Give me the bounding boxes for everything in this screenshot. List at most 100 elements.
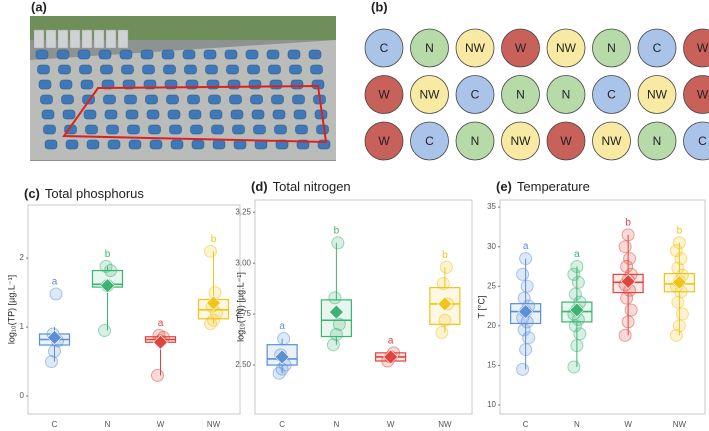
plot-circle: [455, 75, 495, 114]
plot-circle: [683, 75, 709, 114]
mean: [437, 296, 453, 312]
x-tick-label: W: [387, 420, 395, 429]
tank: [191, 139, 205, 150]
tank: [245, 49, 259, 60]
tank: [40, 94, 53, 105]
plot-label: NW: [511, 134, 532, 148]
plot-label: NW: [465, 41, 486, 55]
point: [567, 360, 581, 374]
point: [436, 277, 450, 291]
plot-circle: [683, 121, 709, 161]
point: [672, 236, 686, 250]
plot-frame: [27, 204, 241, 415]
point: [620, 291, 634, 305]
panel-label: (d): [251, 179, 268, 194]
tank: [248, 79, 262, 90]
plot-circle: [501, 28, 540, 68]
plot-circle: [410, 75, 449, 114]
mean: [518, 304, 534, 320]
tank: [79, 64, 92, 75]
point: [435, 325, 449, 339]
plot-label: C: [471, 88, 480, 102]
tank: [230, 109, 244, 120]
point: [618, 328, 632, 342]
y-tick-label: 3.00: [235, 258, 251, 267]
group-letter: a: [523, 241, 529, 252]
tank: [274, 124, 287, 135]
plot-label: C: [425, 134, 434, 148]
tank: [107, 139, 121, 150]
group-letter: b: [334, 225, 340, 236]
tank: [208, 94, 221, 105]
x-tick-label: N: [333, 420, 339, 429]
plot-label: N: [516, 88, 525, 102]
y-axis-label: log₁₀(TN) [µg.L⁻¹]: [235, 272, 245, 342]
point: [207, 313, 220, 327]
y-tick-label: 2: [20, 253, 25, 262]
tank: [205, 64, 218, 75]
tank: [35, 49, 49, 60]
point: [675, 307, 689, 321]
tank: [233, 139, 247, 150]
plot-circle: [546, 28, 586, 68]
panel-label: (b): [371, 0, 388, 14]
point: [329, 328, 343, 342]
point: [99, 259, 113, 273]
plot-circle: [364, 121, 404, 161]
title-text: Temperature: [517, 179, 590, 194]
tank: [106, 124, 119, 135]
tank: [37, 64, 50, 75]
tank: [65, 139, 79, 150]
tank: [190, 124, 203, 135]
mean: [153, 334, 168, 350]
x-tick-label: C: [523, 420, 529, 429]
point: [570, 259, 584, 273]
tank: [268, 64, 281, 75]
x-tick-label: NW: [207, 420, 221, 429]
point: [624, 303, 638, 317]
mean: [383, 349, 399, 365]
panel-label: (a): [31, 0, 47, 14]
tank: [43, 124, 56, 135]
plot-label: N: [562, 88, 571, 102]
group-letter: b: [625, 217, 631, 228]
x-tick-label: N: [574, 420, 580, 429]
point: [516, 362, 530, 376]
plot-circle: [637, 121, 677, 161]
tank: [166, 94, 179, 105]
panel-label: (c): [24, 186, 40, 201]
title-text: Total nitrogen: [273, 179, 351, 194]
mean: [328, 304, 344, 320]
plot-frame: [499, 199, 706, 415]
panel-title: (d) Total nitrogen: [251, 179, 351, 194]
tank: [124, 94, 137, 105]
plot-label: N: [471, 134, 480, 148]
tank: [269, 79, 283, 90]
tank: [101, 79, 115, 90]
plot-circle: [364, 28, 404, 68]
x-tick-label: C: [279, 420, 285, 429]
plot-circle: [592, 121, 631, 161]
shed: [45, 29, 57, 49]
tank: [163, 64, 176, 75]
tank: [38, 79, 52, 90]
x-tick-label: W: [157, 420, 165, 429]
y-tick-label: 35: [487, 202, 496, 211]
plot-circle: [546, 75, 586, 114]
tank: [61, 94, 74, 105]
y-axis-label: T [°C]: [476, 296, 486, 319]
group-letter: b: [105, 249, 111, 260]
plot-label: NW: [420, 88, 441, 102]
tank: [41, 109, 55, 120]
point: [208, 286, 222, 300]
x-tick-label: W: [624, 420, 632, 429]
plot-circle: [455, 121, 495, 161]
y-tick-label: 25: [487, 281, 496, 290]
y-tick-label: 2.50: [235, 360, 251, 369]
tank: [184, 64, 197, 75]
plot-circle: [364, 75, 404, 114]
point: [438, 313, 452, 327]
plot-circle: [637, 75, 677, 114]
tank: [232, 124, 245, 135]
